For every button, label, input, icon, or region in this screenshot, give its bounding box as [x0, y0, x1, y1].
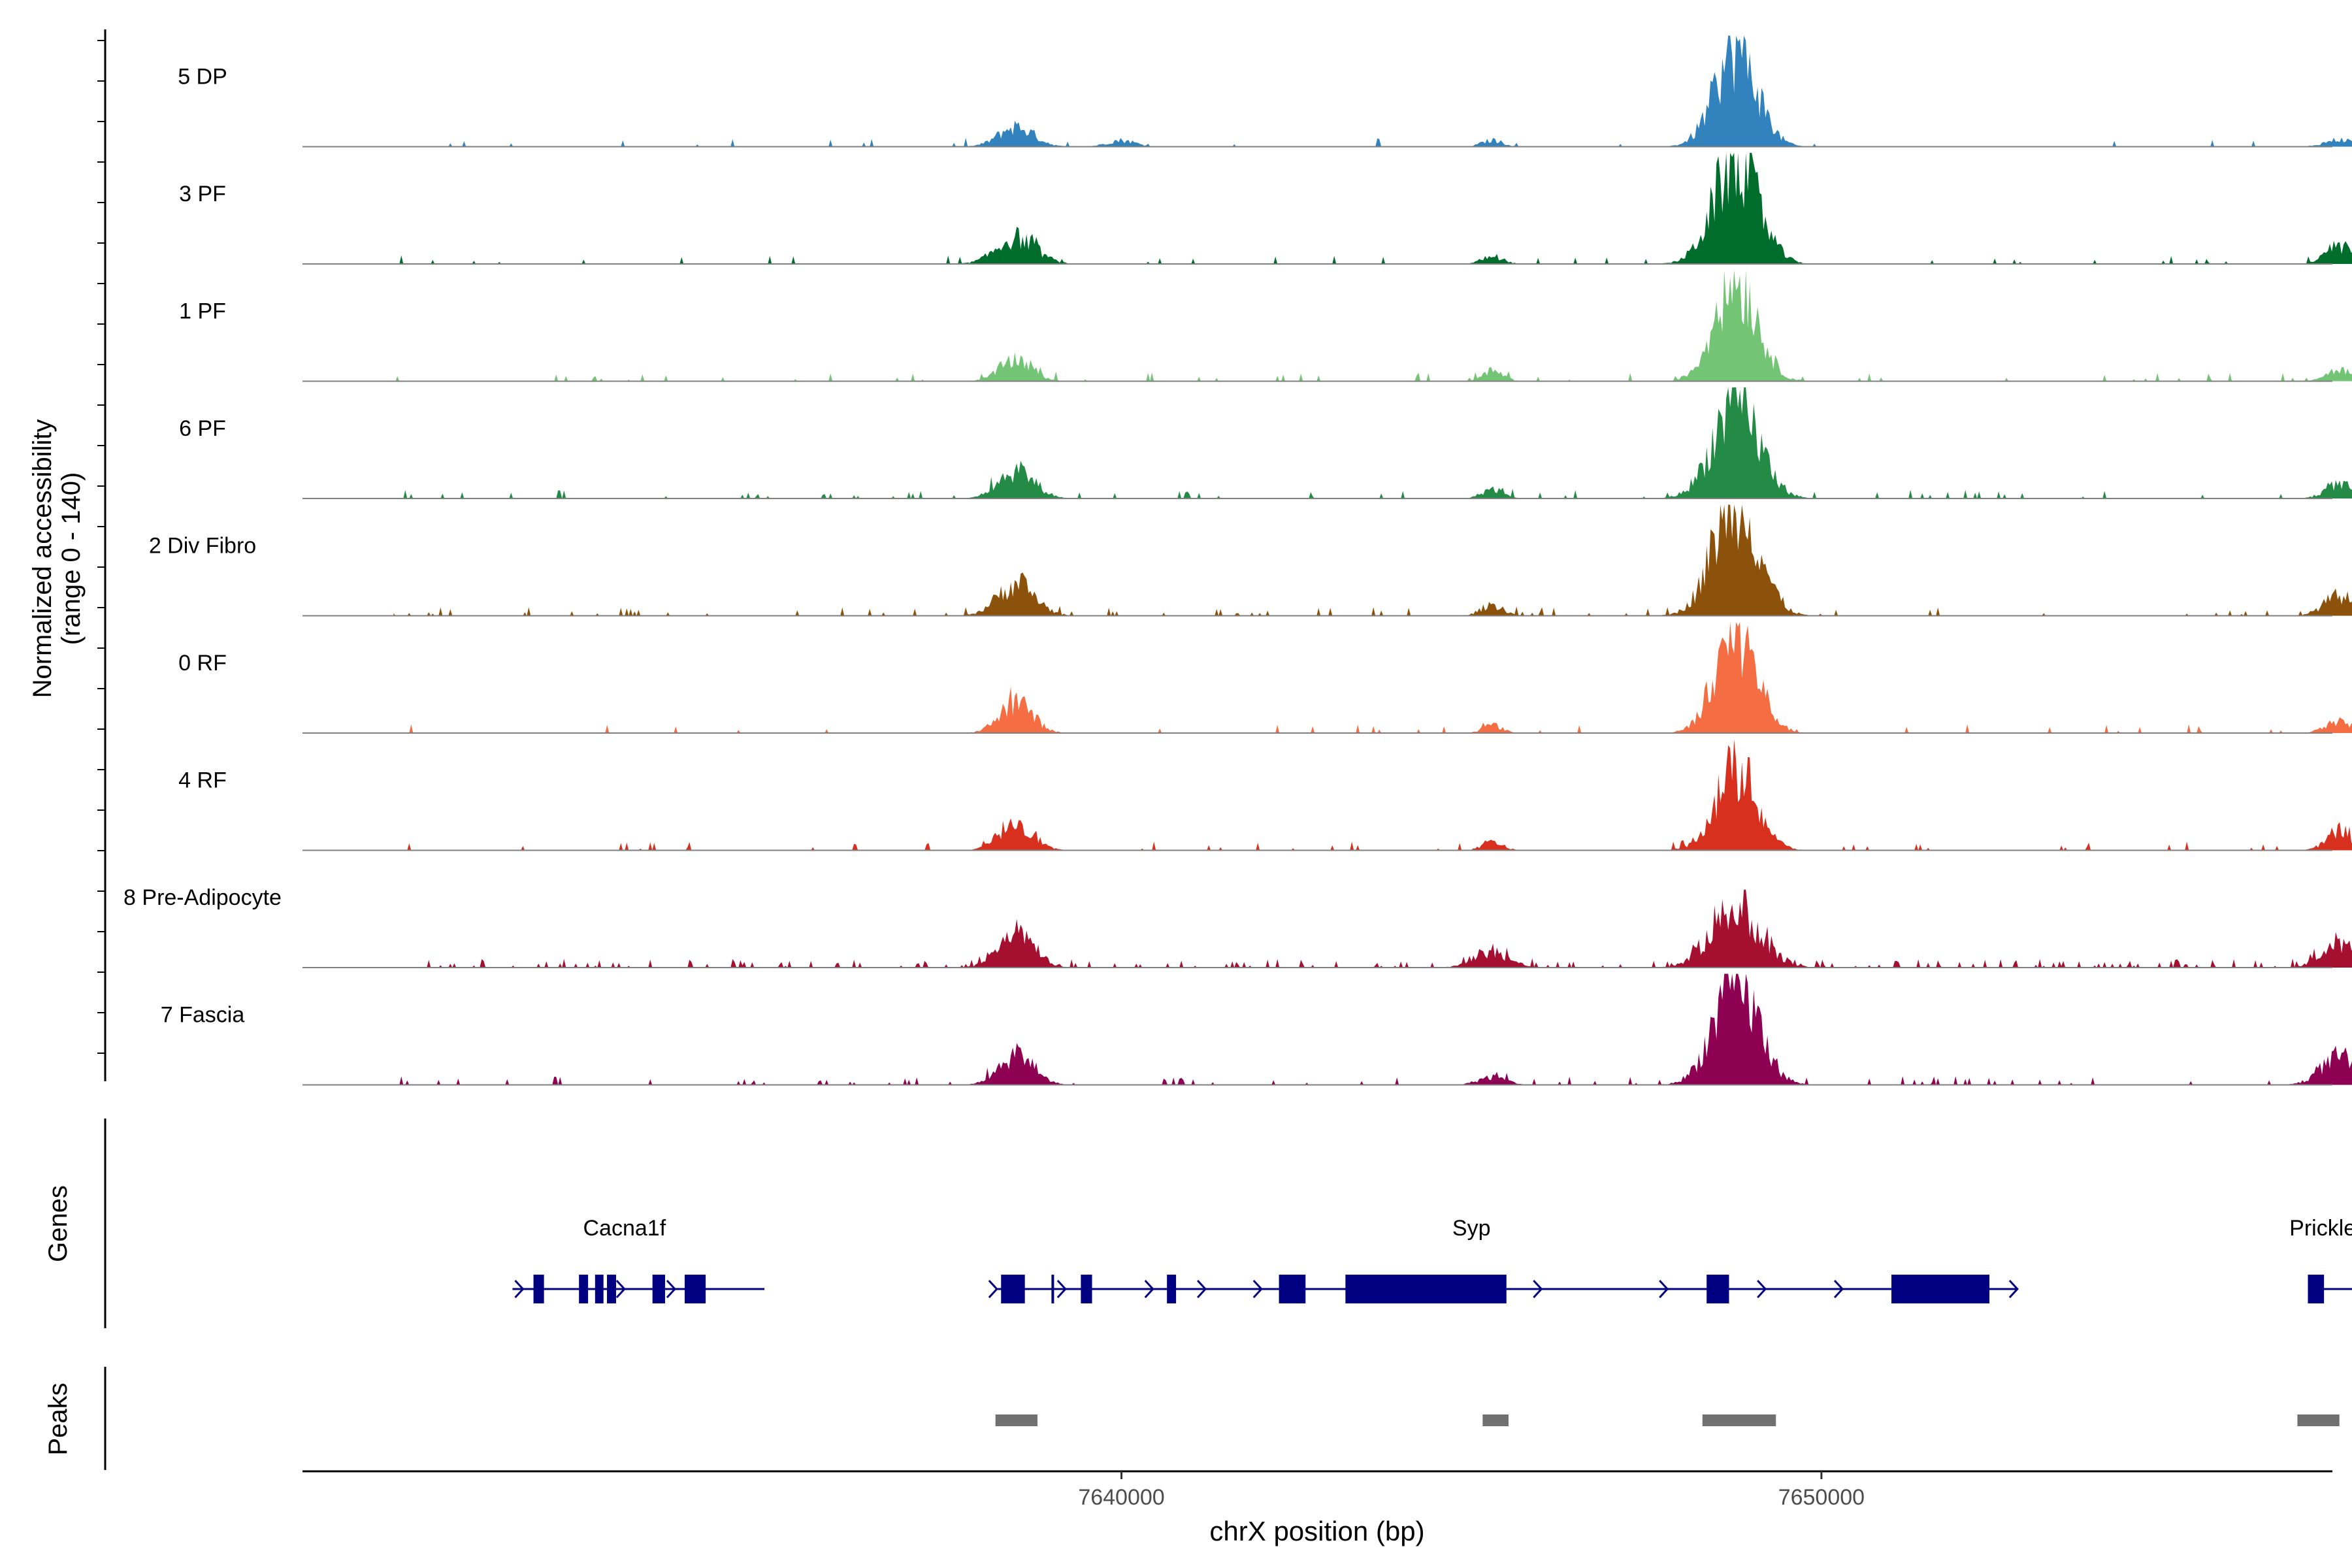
strand-arrow [1833, 1279, 1844, 1299]
coverage-area [393, 387, 2352, 498]
exon [579, 1275, 589, 1303]
strand-arrow [666, 1279, 677, 1299]
exon [1167, 1275, 1177, 1303]
strand-arrow [615, 1279, 626, 1299]
coverage-area [393, 35, 2352, 147]
strand-arrow [1757, 1279, 1767, 1299]
track-0-rf: 0 RF [178, 622, 2352, 734]
coverage-area [393, 889, 2352, 968]
exon [607, 1275, 616, 1303]
coverage-area [393, 622, 2352, 733]
axes: 7640000 7650000 Normalized accessibility … [28, 29, 2332, 1546]
exon [684, 1275, 706, 1303]
track-label: 4 RF [178, 768, 227, 793]
strand-arrow [514, 1279, 525, 1299]
peak-annotation-panel [995, 1414, 2340, 1426]
y-axis-title-line2: (range 0 - 140) [57, 472, 86, 645]
peak-region [1482, 1414, 1509, 1426]
gene-syp: Syp [988, 1216, 2019, 1303]
track-2-div-fibro: 2 Div Fibro [149, 504, 2352, 617]
coverage-area [393, 504, 2352, 616]
track-3-pf: 3 PF [179, 153, 2352, 265]
exon [2308, 1275, 2325, 1303]
gene-cacna1f: Cacna1f [512, 1216, 765, 1303]
track-label: 2 Div Fibro [149, 534, 256, 559]
y-axis-title-line1: Normalized accessibility [28, 419, 57, 698]
strand-arrow [1533, 1279, 1543, 1299]
gene-label: Cacna1f [583, 1216, 666, 1241]
exon [1345, 1275, 1507, 1303]
coverage-tracks: 5 DP 3 PF 1 PF 6 PF 2 Div Fibro 0 RF 4 RF 8 Pre… [123, 35, 2352, 1086]
strand-arrow [1252, 1279, 1263, 1299]
track-7-fascia: 7 Fascia [161, 973, 2352, 1086]
exon [652, 1275, 665, 1303]
peaks-panel-label: Peaks [44, 1382, 73, 1455]
track-4-rf: 4 RF [178, 739, 2352, 851]
peak-region [2297, 1414, 2340, 1426]
coverage-area [393, 739, 2352, 851]
exon [595, 1275, 604, 1303]
gene-annotation-panel: Cacna1f Syp Prickle3 [512, 1216, 2352, 1303]
track-5-dp: 5 DP [178, 35, 2352, 148]
y-axis-ticks [97, 40, 105, 1054]
track-label: 1 PF [179, 299, 226, 324]
exon [1081, 1275, 1092, 1303]
strand-arrow [988, 1279, 998, 1299]
x-axis-title: chrX position (bp) [1209, 1516, 1424, 1546]
gene-label: Syp [1452, 1216, 1491, 1241]
exon [1001, 1275, 1025, 1303]
track-label: 3 PF [179, 182, 226, 206]
exon [1279, 1275, 1306, 1303]
strand-arrow [1196, 1279, 1207, 1299]
coverage-area [393, 973, 2352, 1085]
track-label: 6 PF [179, 416, 226, 441]
gene-prickle3: Prickle3 [2289, 1216, 2352, 1303]
x-tick-label: 7640000 [1078, 1485, 1164, 1510]
strand-arrow [2008, 1279, 2019, 1299]
track-6-pf: 6 PF [179, 387, 2352, 499]
coverage-area [393, 153, 2352, 264]
track-label: 5 DP [178, 65, 227, 90]
genes-panel-label: Genes [44, 1185, 73, 1262]
strand-arrow [1659, 1279, 1669, 1299]
peak-region [1702, 1414, 1776, 1426]
exon [533, 1275, 544, 1303]
track-8-pre-adipocyte: 8 Pre-Adipocyte [123, 885, 2352, 968]
track-label: 0 RF [178, 651, 227, 676]
strand-arrow [1056, 1279, 1067, 1299]
strand-arrow [1371, 1279, 1382, 1299]
exon [1707, 1275, 1729, 1303]
exon [1891, 1275, 1990, 1303]
track-1-pf: 1 PF [179, 270, 2352, 382]
coverage-area [393, 270, 2352, 382]
track-label: 8 Pre-Adipocyte [123, 885, 282, 910]
exon [1051, 1275, 1054, 1303]
x-tick-label: 7650000 [1778, 1485, 1865, 1510]
gene-label: Prickle3 [2289, 1216, 2352, 1241]
strand-arrow [1144, 1279, 1154, 1299]
peak-region [995, 1414, 1037, 1426]
x-axis-ticks: 7640000 7650000 [1078, 1471, 1865, 1510]
track-label: 7 Fascia [161, 1003, 245, 1028]
